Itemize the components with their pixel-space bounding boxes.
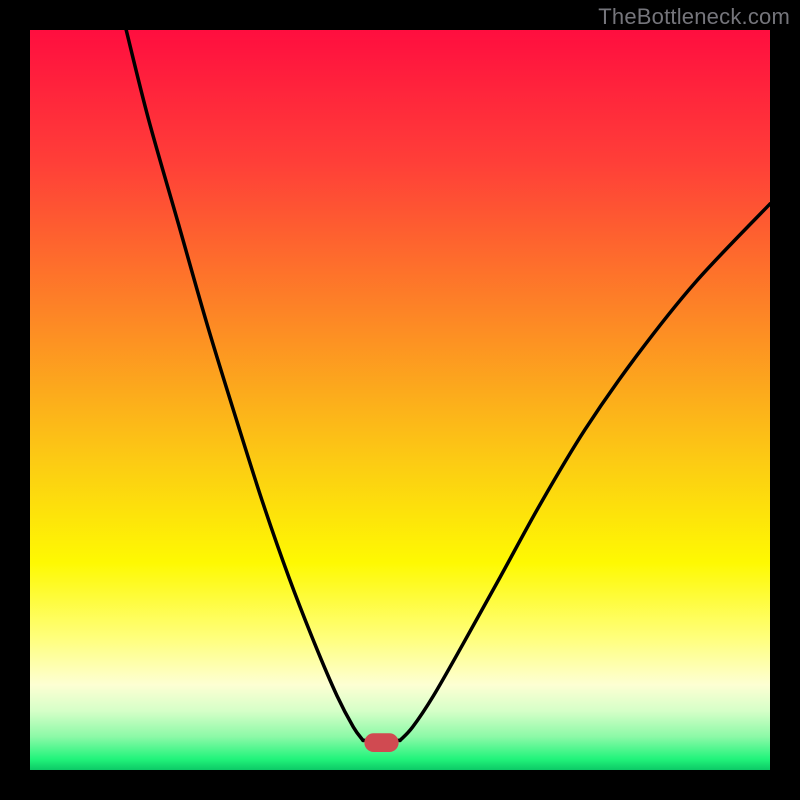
watermark-text: TheBottleneck.com <box>598 4 790 30</box>
optimal-marker <box>365 734 398 752</box>
plot-background <box>30 30 770 770</box>
figure-container: TheBottleneck.com <box>0 0 800 800</box>
bottleneck-chart <box>0 0 800 800</box>
